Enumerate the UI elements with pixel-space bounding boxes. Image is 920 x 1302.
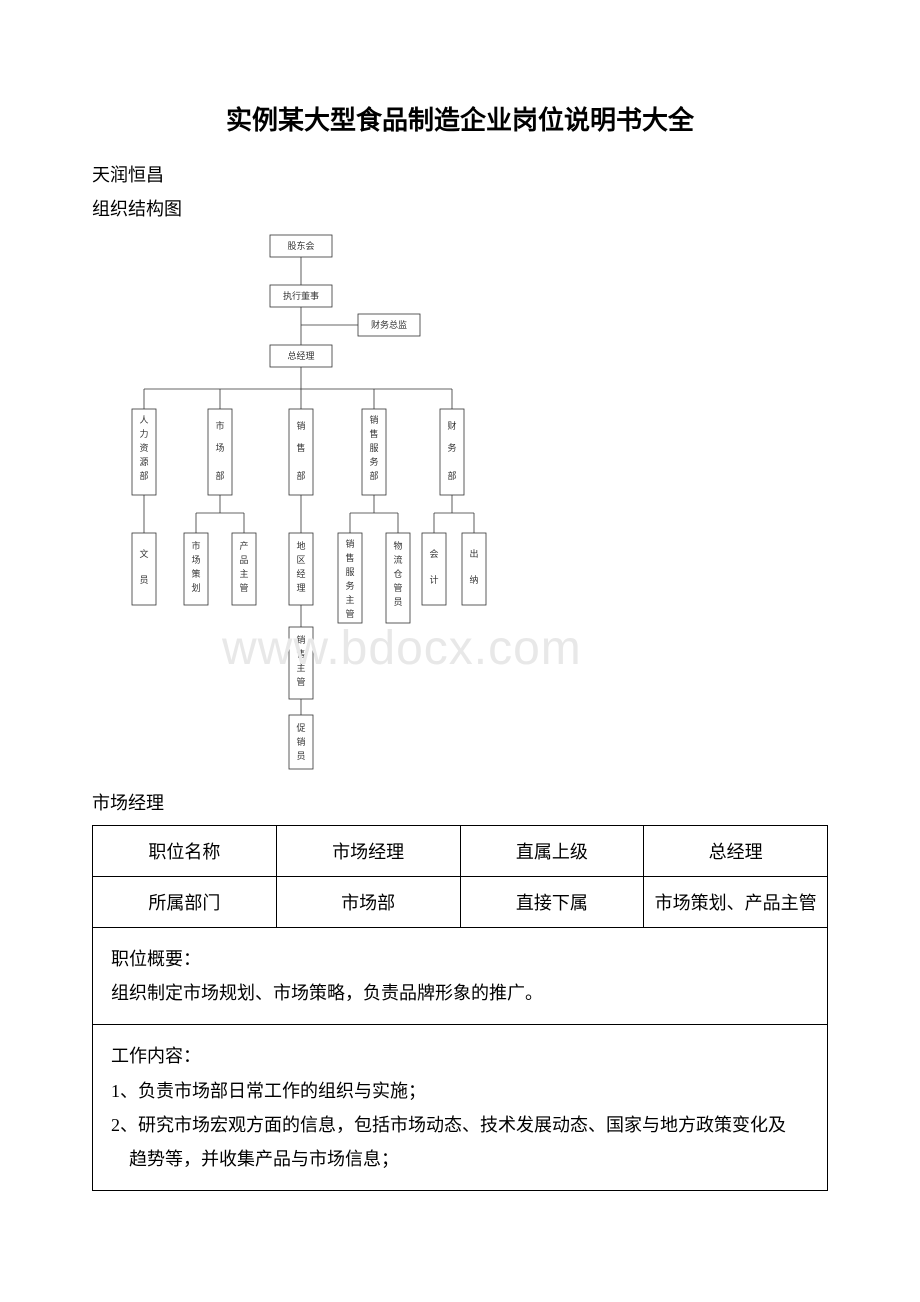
doc-title: 实例某大型食品制造企业岗位说明书大全 — [92, 100, 828, 137]
svg-text:部: 部 — [215, 470, 224, 481]
svg-text:人: 人 — [139, 415, 148, 425]
svg-text:员: 员 — [139, 575, 148, 585]
svg-text:主: 主 — [296, 662, 305, 673]
svg-text:部: 部 — [296, 470, 305, 481]
svg-text:售: 售 — [345, 552, 354, 563]
cell-dept-value: 市场部 — [276, 877, 460, 928]
summary-text: 组织制定市场规划、市场策略，负责品牌形象的推广。 — [111, 976, 809, 1010]
svg-text:管: 管 — [345, 608, 354, 619]
svg-text:销: 销 — [369, 414, 378, 425]
summary-label: 职位概要： — [111, 942, 809, 976]
svg-text:售: 售 — [369, 428, 378, 439]
table-row: 职位名称 市场经理 直属上级 总经理 — [93, 826, 828, 877]
svg-text:资: 资 — [139, 443, 148, 453]
node-exec-director: 执行董事 — [283, 290, 319, 301]
svg-text:仓: 仓 — [393, 568, 402, 579]
svg-text:财: 财 — [447, 420, 456, 431]
svg-text:服: 服 — [369, 443, 378, 453]
svg-text:产: 产 — [239, 540, 248, 551]
svg-text:理: 理 — [296, 583, 305, 593]
svg-text:务: 务 — [345, 580, 354, 591]
svg-text:务: 务 — [369, 456, 378, 467]
svg-text:服: 服 — [345, 567, 354, 577]
orgchart-label: 组织结构图 — [92, 195, 828, 221]
cell-superior-value: 总经理 — [644, 826, 828, 877]
cell-subord-label: 直接下属 — [460, 877, 644, 928]
org-chart-svg: 股东会 执行董事 财务总监 总经理 人 力 资 源 — [112, 231, 532, 771]
cell-dept-label: 所属部门 — [93, 877, 277, 928]
svg-text:力: 力 — [139, 428, 148, 439]
svg-text:市: 市 — [191, 540, 200, 551]
job-table: 职位名称 市场经理 直属上级 总经理 所属部门 市场部 直接下属 市场策划、产品… — [92, 825, 828, 1191]
svg-text:售: 售 — [296, 648, 305, 659]
svg-text:促: 促 — [296, 722, 305, 733]
svg-text:销: 销 — [296, 736, 305, 747]
svg-text:出: 出 — [469, 548, 478, 559]
svg-text:销: 销 — [345, 538, 354, 549]
svg-text:部: 部 — [369, 470, 378, 481]
svg-text:部: 部 — [447, 470, 456, 481]
svg-text:员: 员 — [393, 597, 402, 607]
svg-text:主: 主 — [239, 568, 248, 579]
svg-text:策: 策 — [191, 568, 200, 579]
svg-text:管: 管 — [393, 582, 402, 593]
svg-text:计: 计 — [429, 574, 438, 585]
svg-text:会: 会 — [429, 548, 438, 559]
node-shareholders: 股东会 — [287, 240, 314, 251]
company-name: 天润恒昌 — [92, 161, 828, 187]
svg-text:员: 员 — [296, 751, 305, 761]
duty-2b: 趋势等，并收集产品与市场信息； — [111, 1142, 809, 1176]
svg-text:地: 地 — [296, 540, 305, 551]
svg-text:物: 物 — [393, 540, 402, 551]
duty-1: 1、负责市场部日常工作的组织与实施； — [111, 1074, 809, 1108]
duty-2: 2、研究市场宏观方面的信息，包括市场动态、技术发展动态、国家与地方政策变化及 — [111, 1108, 809, 1142]
node-cfo: 财务总监 — [371, 319, 407, 330]
svg-text:经: 经 — [296, 568, 305, 579]
table-row: 工作内容： 1、负责市场部日常工作的组织与实施； 2、研究市场宏观方面的信息，包… — [93, 1025, 828, 1191]
svg-text:品: 品 — [239, 555, 248, 565]
svg-text:主: 主 — [345, 594, 354, 605]
svg-text:区: 区 — [296, 555, 305, 565]
cell-superior-label: 直属上级 — [460, 826, 644, 877]
table-row: 职位概要： 组织制定市场规划、市场策略，负责品牌形象的推广。 — [93, 928, 828, 1025]
svg-text:管: 管 — [296, 676, 305, 687]
table-row: 所属部门 市场部 直接下属 市场策划、产品主管 — [93, 877, 828, 928]
cell-position-label: 职位名称 — [93, 826, 277, 877]
svg-text:管: 管 — [239, 582, 248, 593]
cell-position-value: 市场经理 — [276, 826, 460, 877]
svg-text:源: 源 — [139, 457, 148, 467]
svg-text:部: 部 — [139, 470, 148, 481]
svg-text:销: 销 — [296, 420, 305, 431]
svg-text:划: 划 — [191, 582, 200, 593]
duties-label: 工作内容： — [111, 1039, 809, 1073]
svg-text:文: 文 — [139, 548, 148, 559]
node-gm: 总经理 — [287, 350, 314, 361]
svg-text:场: 场 — [191, 555, 200, 565]
svg-text:售: 售 — [296, 442, 305, 453]
svg-text:流: 流 — [393, 554, 402, 565]
svg-text:场: 场 — [215, 443, 224, 453]
svg-text:纳: 纳 — [469, 574, 478, 585]
svg-text:务: 务 — [447, 442, 456, 453]
cell-subord-value: 市场策划、产品主管 — [644, 877, 828, 928]
job-section-label: 市场经理 — [92, 789, 828, 815]
svg-text:销: 销 — [296, 634, 305, 645]
org-chart: www.bdocx.com 股东会 执行董事 财务总监 总经理 — [112, 231, 532, 771]
svg-text:市: 市 — [215, 420, 224, 431]
